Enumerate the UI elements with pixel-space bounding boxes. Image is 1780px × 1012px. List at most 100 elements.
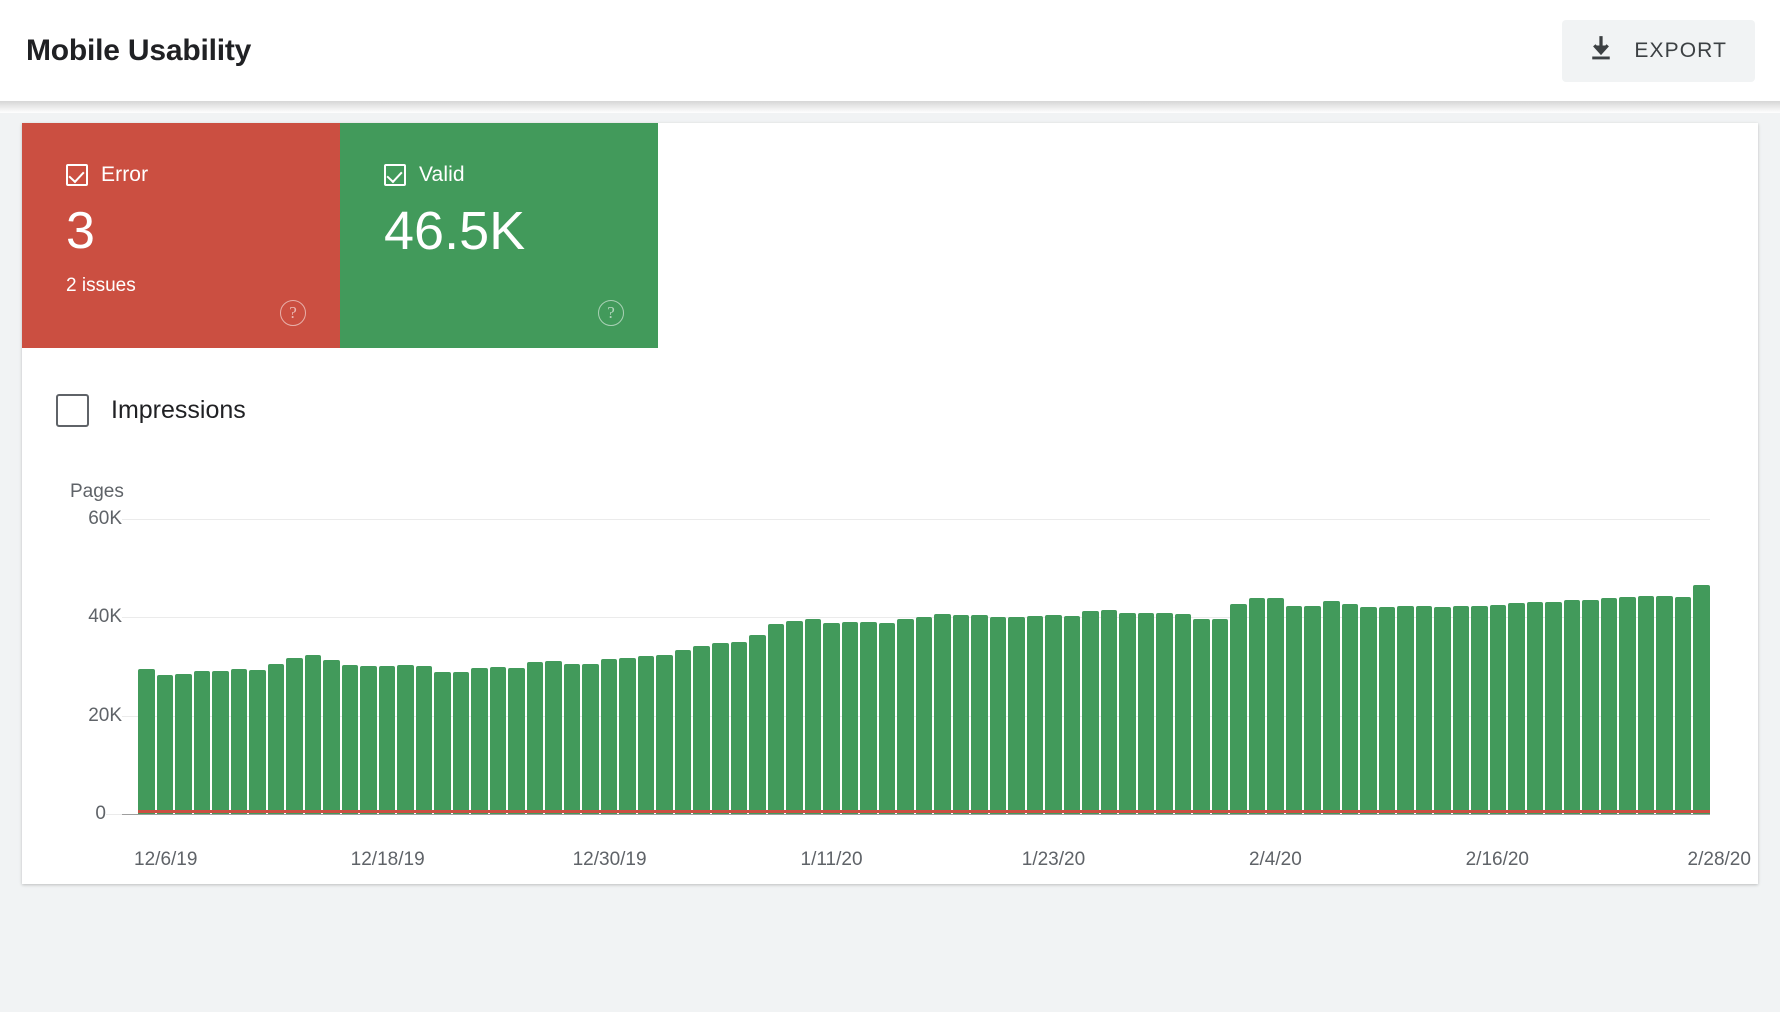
chart-bar[interactable] xyxy=(397,665,414,814)
gridline-60K: 60K xyxy=(88,508,1710,529)
x-tick-label: 2/28/20 xyxy=(1687,849,1751,870)
chart-bar[interactable] xyxy=(156,674,174,814)
chart-bars xyxy=(138,519,1710,814)
chart-bar[interactable] xyxy=(1323,601,1340,814)
chart-bar[interactable] xyxy=(323,660,340,814)
export-button[interactable]: EXPORT xyxy=(1562,19,1755,82)
status-tile-valid[interactable]: Valid 46.5K ? xyxy=(340,123,658,348)
chart-bar[interactable] xyxy=(1341,604,1359,814)
chart-bar[interactable] xyxy=(1193,618,1210,814)
chart-bar[interactable] xyxy=(989,616,1007,814)
checkbox-unchecked-icon-impressions[interactable] xyxy=(56,394,89,427)
chart-bar[interactable] xyxy=(952,615,970,814)
chart-bar[interactable] xyxy=(1100,610,1118,814)
chart-bar[interactable] xyxy=(1304,605,1321,814)
chart-bar[interactable] xyxy=(897,619,914,814)
chart-bar[interactable] xyxy=(360,665,377,814)
chart-bar[interactable] xyxy=(1508,602,1525,814)
chart-bar[interactable] xyxy=(378,665,396,814)
chart-bar[interactable] xyxy=(286,658,303,814)
chart-bar[interactable] xyxy=(582,663,599,814)
chart-bar[interactable] xyxy=(212,670,229,814)
help-icon-error[interactable]: ? xyxy=(280,300,306,326)
chart-bar[interactable] xyxy=(1230,603,1247,814)
chart-bar[interactable] xyxy=(563,664,581,814)
chart-bar[interactable] xyxy=(508,668,525,814)
chart-bar[interactable] xyxy=(823,622,840,814)
chart-bar[interactable] xyxy=(730,642,748,814)
checkbox-checked-icon-valid[interactable] xyxy=(384,164,406,186)
chart-bar[interactable] xyxy=(841,621,859,814)
y-tick-label: 20K xyxy=(88,704,122,726)
chart-bar[interactable] xyxy=(1082,611,1099,814)
chart-bar[interactable] xyxy=(915,616,933,814)
chart-bar[interactable] xyxy=(545,660,562,814)
chart-bar[interactable] xyxy=(1397,606,1414,814)
y-tick-label: 60K xyxy=(88,508,122,529)
x-tick-label: 12/30/19 xyxy=(572,849,647,870)
chart-bar[interactable] xyxy=(619,657,636,814)
chart-bar[interactable] xyxy=(1582,599,1599,814)
chart-bar[interactable] xyxy=(1693,585,1710,814)
chart-bar[interactable] xyxy=(749,635,766,814)
chart-bar[interactable] xyxy=(1360,607,1377,814)
chart-bar[interactable] xyxy=(1674,597,1692,814)
chart-bar[interactable] xyxy=(1378,606,1396,814)
chart-bar[interactable] xyxy=(415,665,433,814)
chart-bar[interactable] xyxy=(1637,596,1655,814)
chart-bar[interactable] xyxy=(971,615,988,814)
chart-bar[interactable] xyxy=(656,654,673,814)
chart-bar[interactable] xyxy=(693,645,710,814)
chart-bar[interactable] xyxy=(1063,615,1081,814)
chart-bar[interactable] xyxy=(489,666,507,814)
chart-bar[interactable] xyxy=(1471,605,1488,814)
chart-bar[interactable] xyxy=(1156,613,1173,814)
chart-bar[interactable] xyxy=(1415,606,1433,814)
chart-bar[interactable] xyxy=(1248,597,1266,814)
chart-bar[interactable] xyxy=(138,669,155,814)
chart-bar[interactable] xyxy=(1267,597,1284,814)
impressions-toggle-row[interactable]: Impressions xyxy=(22,348,1758,427)
chart-bar[interactable] xyxy=(1008,617,1025,814)
chart-bar[interactable] xyxy=(1526,601,1544,814)
chart-bar[interactable] xyxy=(1026,615,1044,814)
chart-bar[interactable] xyxy=(1619,596,1636,814)
help-icon-valid[interactable]: ? xyxy=(598,300,624,326)
chart-bar[interactable] xyxy=(934,614,951,814)
chart-bar[interactable] xyxy=(249,669,266,814)
chart-bar[interactable] xyxy=(1545,601,1562,814)
chart-bar[interactable] xyxy=(860,622,877,814)
chart-bar[interactable] xyxy=(674,650,692,814)
chart-bar[interactable] xyxy=(1119,612,1136,814)
chart-bar[interactable] xyxy=(1045,614,1062,814)
chart-bar[interactable] xyxy=(711,643,729,814)
chart-bar[interactable] xyxy=(341,664,359,814)
chart-bar[interactable] xyxy=(1563,600,1581,814)
chart-bar[interactable] xyxy=(1137,612,1155,814)
chart-bar[interactable] xyxy=(304,655,322,814)
chart-bar[interactable] xyxy=(1489,604,1507,814)
chart-bar[interactable] xyxy=(1656,595,1673,814)
chart-bar[interactable] xyxy=(434,672,451,814)
status-tile-error[interactable]: Error 3 2 issues ? xyxy=(22,123,340,348)
chart-bar[interactable] xyxy=(1600,597,1618,814)
chart-bar[interactable] xyxy=(1211,619,1229,814)
chart-bar[interactable] xyxy=(767,624,785,814)
chart-bar[interactable] xyxy=(230,668,248,814)
chart-bar[interactable] xyxy=(878,622,896,814)
chart-bar[interactable] xyxy=(193,671,211,814)
chart-bar[interactable] xyxy=(471,667,488,814)
chart-bar[interactable] xyxy=(526,661,544,814)
checkbox-checked-icon-error[interactable] xyxy=(66,164,88,186)
chart-bar[interactable] xyxy=(637,656,655,814)
chart-bar[interactable] xyxy=(786,621,803,814)
chart-bar[interactable] xyxy=(175,673,192,814)
chart-bar[interactable] xyxy=(452,672,470,814)
chart-bar[interactable] xyxy=(1452,606,1470,814)
chart-bar[interactable] xyxy=(267,663,285,814)
chart-bar[interactable] xyxy=(1434,606,1451,814)
chart-bar[interactable] xyxy=(1285,605,1303,814)
chart-bar[interactable] xyxy=(804,618,822,814)
chart-bar[interactable] xyxy=(1174,614,1192,814)
chart-bar[interactable] xyxy=(600,659,618,814)
